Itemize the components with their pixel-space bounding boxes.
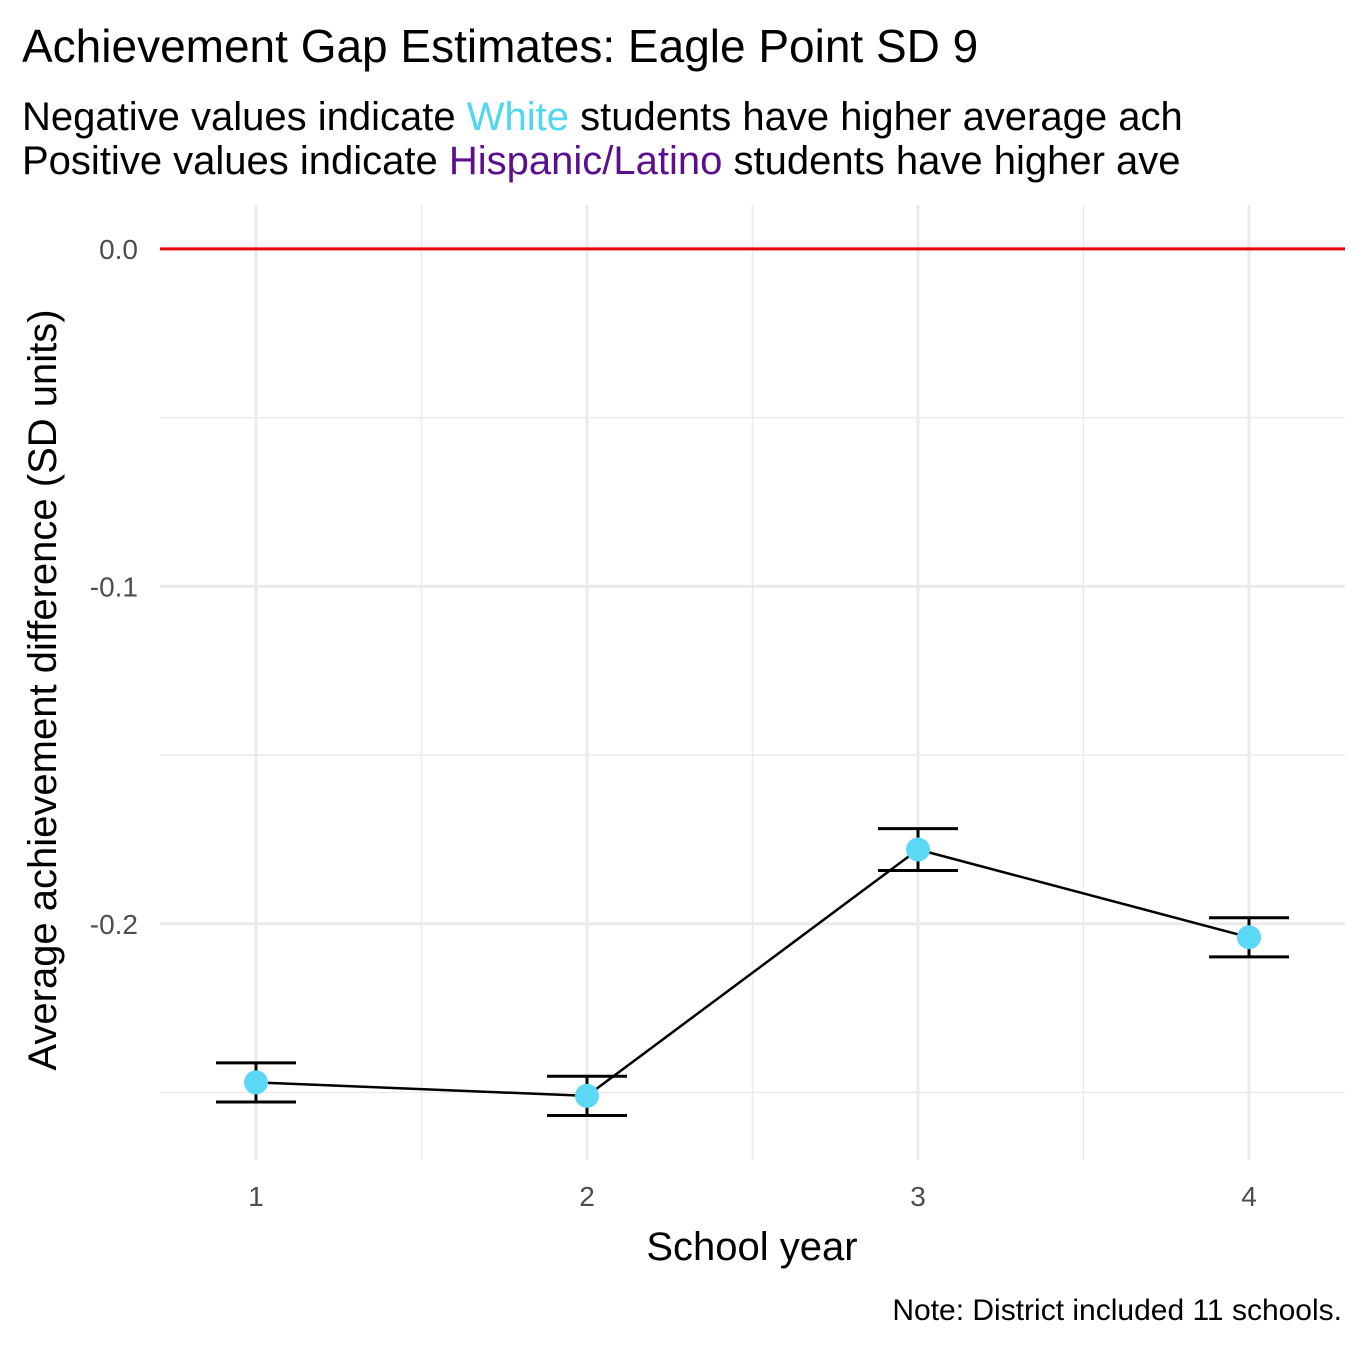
chart-title: Achievement Gap Estimates: Eagle Point S…	[22, 20, 978, 72]
grid	[160, 205, 1345, 1160]
plot	[160, 247, 1345, 1117]
y-tick-label: 0.0	[99, 234, 138, 265]
x-axis-title: School year	[646, 1225, 857, 1269]
subtitle-part: students have higher ave	[722, 139, 1180, 183]
x-tick-label: 4	[1241, 1181, 1257, 1212]
subtitle-part: Hispanic/Latino	[449, 139, 723, 183]
y-axis-title: Average achievement difference (SD units…	[21, 309, 65, 1070]
x-tick-label: 3	[910, 1181, 926, 1212]
x-tick-label: 2	[579, 1181, 595, 1212]
point	[243, 1070, 268, 1095]
point	[1237, 925, 1262, 950]
series-line	[255, 848, 1250, 1098]
subtitle: Negative values indicate White students …	[22, 95, 1183, 183]
point	[574, 1083, 599, 1108]
subtitle-part: Negative values indicate	[22, 95, 467, 139]
subtitle-part: students have higher average ach	[569, 95, 1183, 139]
y-tick-label: -0.1	[90, 571, 138, 602]
subtitle-part: Positive values indicate	[22, 139, 449, 183]
subtitle-line: Positive values indicate Hispanic/Latino…	[22, 139, 1181, 183]
y-tick-label: -0.2	[90, 909, 138, 940]
point	[906, 837, 931, 862]
note: Note: District included 11 schools.	[892, 1294, 1342, 1327]
subtitle-line: Negative values indicate White students …	[22, 95, 1183, 139]
x-tick-label: 1	[248, 1181, 264, 1212]
subtitle-part: White	[467, 95, 569, 139]
